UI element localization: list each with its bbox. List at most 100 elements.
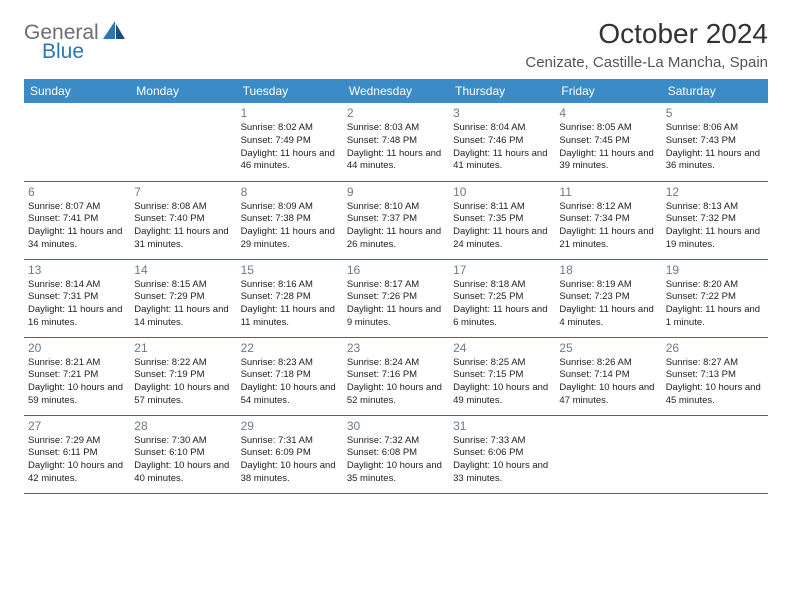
week-row: 27Sunrise: 7:29 AMSunset: 6:11 PMDayligh… xyxy=(24,415,768,493)
day-info: Sunrise: 8:24 AMSunset: 7:16 PMDaylight:… xyxy=(347,357,445,408)
daylight-line: Daylight: 11 hours and 21 minutes. xyxy=(559,226,657,252)
day-info: Sunrise: 8:25 AMSunset: 7:15 PMDaylight:… xyxy=(453,357,551,408)
daylight-line: Daylight: 11 hours and 19 minutes. xyxy=(666,226,764,252)
day-cell: 7Sunrise: 8:08 AMSunset: 7:40 PMDaylight… xyxy=(130,181,236,259)
day-cell: 18Sunrise: 8:19 AMSunset: 7:23 PMDayligh… xyxy=(555,259,661,337)
daylight-line: Daylight: 10 hours and 45 minutes. xyxy=(666,382,764,408)
weekday-header: Saturday xyxy=(662,79,768,103)
sunrise-line: Sunrise: 8:26 AM xyxy=(559,357,657,370)
day-info: Sunrise: 8:06 AMSunset: 7:43 PMDaylight:… xyxy=(666,122,764,173)
daylight-line: Daylight: 11 hours and 31 minutes. xyxy=(134,226,232,252)
weekday-header: Monday xyxy=(130,79,236,103)
day-info: Sunrise: 8:23 AMSunset: 7:18 PMDaylight:… xyxy=(241,357,339,408)
sunrise-line: Sunrise: 8:05 AM xyxy=(559,122,657,135)
weekday-header: Wednesday xyxy=(343,79,449,103)
day-info: Sunrise: 8:05 AMSunset: 7:45 PMDaylight:… xyxy=(559,122,657,173)
sunset-line: Sunset: 7:28 PM xyxy=(241,291,339,304)
daylight-line: Daylight: 11 hours and 41 minutes. xyxy=(453,148,551,174)
sunset-line: Sunset: 7:46 PM xyxy=(453,135,551,148)
day-info: Sunrise: 8:13 AMSunset: 7:32 PMDaylight:… xyxy=(666,201,764,252)
sunset-line: Sunset: 7:13 PM xyxy=(666,369,764,382)
day-number: 8 xyxy=(241,185,339,199)
sunset-line: Sunset: 7:43 PM xyxy=(666,135,764,148)
daylight-line: Daylight: 11 hours and 6 minutes. xyxy=(453,304,551,330)
day-number: 31 xyxy=(453,419,551,433)
day-number: 1 xyxy=(241,106,339,120)
day-info: Sunrise: 7:31 AMSunset: 6:09 PMDaylight:… xyxy=(241,435,339,486)
day-info: Sunrise: 8:26 AMSunset: 7:14 PMDaylight:… xyxy=(559,357,657,408)
week-row: 6 Sunrise: 8:07 AMSunset: 7:41 PMDaylight… xyxy=(24,181,768,259)
sunset-line: Sunset: 7:37 PM xyxy=(347,213,445,226)
day-number: 9 xyxy=(347,185,445,199)
sunset-line: Sunset: 7:48 PM xyxy=(347,135,445,148)
week-row: 1Sunrise: 8:02 AMSunset: 7:49 PMDaylight… xyxy=(24,103,768,181)
sunrise-line: Sunrise: 7:29 AM xyxy=(28,435,126,448)
day-cell: 27Sunrise: 7:29 AMSunset: 6:11 PMDayligh… xyxy=(24,415,130,493)
sunset-line: Sunset: 7:22 PM xyxy=(666,291,764,304)
day-info: Sunrise: 7:33 AMSunset: 6:06 PMDaylight:… xyxy=(453,435,551,486)
weekday-header: Sunday xyxy=(24,79,130,103)
empty-cell xyxy=(24,103,130,181)
daylight-line: Daylight: 10 hours and 35 minutes. xyxy=(347,460,445,486)
day-info: Sunrise: 8:07 AMSunset: 7:41 PMDaylight:… xyxy=(28,201,126,252)
day-number: 29 xyxy=(241,419,339,433)
day-cell: 5Sunrise: 8:06 AMSunset: 7:43 PMDaylight… xyxy=(662,103,768,181)
daylight-line: Daylight: 10 hours and 47 minutes. xyxy=(559,382,657,408)
day-cell: 22Sunrise: 8:23 AMSunset: 7:18 PMDayligh… xyxy=(237,337,343,415)
sunset-line: Sunset: 7:31 PM xyxy=(28,291,126,304)
day-cell: 8 Sunrise: 8:09 AMSunset: 7:38 PMDaylight… xyxy=(237,181,343,259)
day-cell: 29 Sunrise: 7:31 AMSunset: 6:09 PMDayligh… xyxy=(237,415,343,493)
daylight-line: Daylight: 10 hours and 49 minutes. xyxy=(453,382,551,408)
day-number: 19 xyxy=(666,263,764,277)
day-number: 6 xyxy=(28,185,126,199)
daylight-line: Daylight: 10 hours and 40 minutes. xyxy=(134,460,232,486)
daylight-line: Daylight: 11 hours and 46 minutes. xyxy=(241,148,339,174)
day-number: 4 xyxy=(559,106,657,120)
sunrise-line: Sunrise: 8:04 AM xyxy=(453,122,551,135)
sunrise-line: Sunrise: 8:27 AM xyxy=(666,357,764,370)
week-row: 13Sunrise: 8:14 AMSunset: 7:31 PMDayligh… xyxy=(24,259,768,337)
sunset-line: Sunset: 7:45 PM xyxy=(559,135,657,148)
sunset-line: Sunset: 7:18 PM xyxy=(241,369,339,382)
calendar-table: SundayMondayTuesdayWednesdayThursdayFrid… xyxy=(24,79,768,494)
sunrise-line: Sunrise: 8:09 AM xyxy=(241,201,339,214)
day-cell: 24Sunrise: 8:25 AMSunset: 7:15 PMDayligh… xyxy=(449,337,555,415)
day-number: 12 xyxy=(666,185,764,199)
sunset-line: Sunset: 7:35 PM xyxy=(453,213,551,226)
day-info: Sunrise: 8:17 AMSunset: 7:26 PMDaylight:… xyxy=(347,279,445,330)
day-cell: 3 Sunrise: 8:04 AMSunset: 7:46 PMDaylight… xyxy=(449,103,555,181)
daylight-line: Daylight: 11 hours and 11 minutes. xyxy=(241,304,339,330)
day-number: 21 xyxy=(134,341,232,355)
day-info: Sunrise: 8:16 AMSunset: 7:28 PMDaylight:… xyxy=(241,279,339,330)
day-cell: 14Sunrise: 8:15 AMSunset: 7:29 PMDayligh… xyxy=(130,259,236,337)
day-cell: 2Sunrise: 8:03 AMSunset: 7:48 PMDaylight… xyxy=(343,103,449,181)
day-cell: 28Sunrise: 7:30 AMSunset: 6:10 PMDayligh… xyxy=(130,415,236,493)
daylight-line: Daylight: 11 hours and 36 minutes. xyxy=(666,148,764,174)
daylight-line: Daylight: 10 hours and 52 minutes. xyxy=(347,382,445,408)
sunrise-line: Sunrise: 8:17 AM xyxy=(347,279,445,292)
day-number: 13 xyxy=(28,263,126,277)
daylight-line: Daylight: 11 hours and 4 minutes. xyxy=(559,304,657,330)
sunrise-line: Sunrise: 8:11 AM xyxy=(453,201,551,214)
day-number: 15 xyxy=(241,263,339,277)
day-number: 3 xyxy=(453,106,551,120)
weekday-header: Friday xyxy=(555,79,661,103)
sunset-line: Sunset: 7:19 PM xyxy=(134,369,232,382)
day-cell: 4 Sunrise: 8:05 AMSunset: 7:45 PMDaylight… xyxy=(555,103,661,181)
day-info: Sunrise: 8:09 AMSunset: 7:38 PMDaylight:… xyxy=(241,201,339,252)
day-number: 17 xyxy=(453,263,551,277)
sunset-line: Sunset: 7:14 PM xyxy=(559,369,657,382)
day-info: Sunrise: 7:30 AMSunset: 6:10 PMDaylight:… xyxy=(134,435,232,486)
day-cell: 21Sunrise: 8:22 AMSunset: 7:19 PMDayligh… xyxy=(130,337,236,415)
daylight-line: Daylight: 10 hours and 33 minutes. xyxy=(453,460,551,486)
day-number: 7 xyxy=(134,185,232,199)
sunrise-line: Sunrise: 7:32 AM xyxy=(347,435,445,448)
day-number: 30 xyxy=(347,419,445,433)
logo-text-blue: Blue xyxy=(42,41,99,62)
day-number: 2 xyxy=(347,106,445,120)
sunset-line: Sunset: 7:16 PM xyxy=(347,369,445,382)
sunset-line: Sunset: 7:41 PM xyxy=(28,213,126,226)
day-info: Sunrise: 8:10 AMSunset: 7:37 PMDaylight:… xyxy=(347,201,445,252)
day-cell: 31 Sunrise: 7:33 AMSunset: 6:06 PMDayligh… xyxy=(449,415,555,493)
sunrise-line: Sunrise: 8:23 AM xyxy=(241,357,339,370)
